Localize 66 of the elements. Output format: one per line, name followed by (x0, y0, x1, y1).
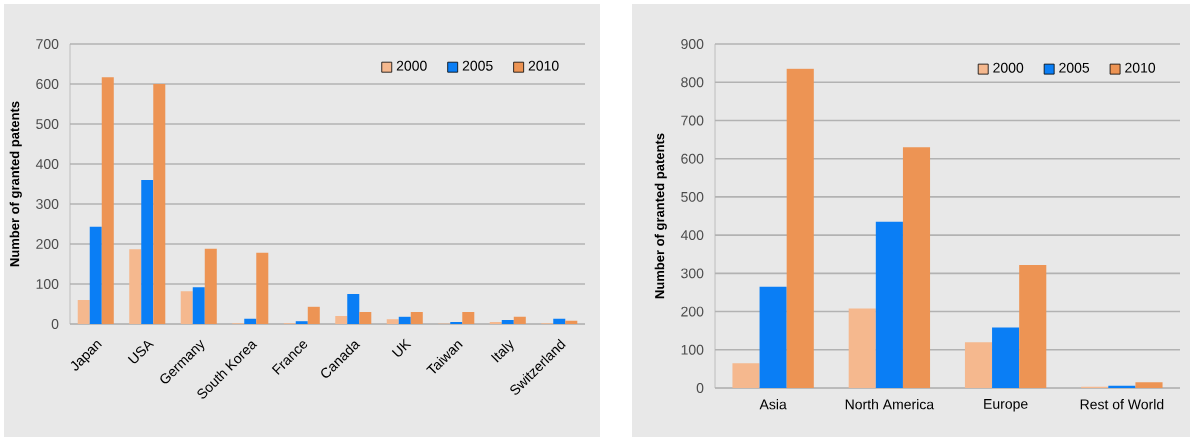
bar (964, 342, 993, 388)
bar (902, 147, 931, 388)
y-axis-title: Number of granted patents (654, 133, 667, 299)
y-tick-label: 300 (681, 268, 704, 279)
y-tick-label: 300 (36, 199, 59, 209)
bar (1019, 264, 1047, 388)
x-tick-label: Europe (984, 399, 1028, 412)
x-tick-label: Rest of World (1080, 399, 1164, 410)
bar (398, 316, 411, 324)
bar (410, 312, 423, 324)
bar (129, 249, 142, 324)
bar (359, 312, 372, 324)
y-tick-label: 800 (681, 77, 704, 88)
y-tick-label: 100 (681, 344, 704, 355)
bar (101, 77, 114, 324)
y-tick-label: 500 (681, 191, 704, 202)
bar (347, 294, 360, 324)
bar (141, 180, 154, 324)
y-tick-label: 500 (36, 119, 59, 129)
bar (732, 363, 760, 388)
y-tick-label: 900 (681, 39, 704, 49)
bar (1135, 382, 1163, 388)
y-axis-title: Number of granted patents (9, 101, 22, 267)
legend-label: 2005 (1059, 62, 1090, 73)
bar (256, 252, 269, 324)
y-tick-label: 0 (51, 319, 59, 329)
x-tick-label: UK (391, 338, 412, 357)
y-tick-label: 100 (36, 279, 59, 289)
y-tick-label: 700 (36, 39, 59, 49)
bar (180, 291, 193, 324)
bar (553, 318, 566, 324)
bar (204, 248, 217, 324)
bar (386, 319, 399, 324)
bar (992, 327, 1020, 388)
x-tick-label: USA (127, 340, 155, 364)
bar (244, 318, 257, 324)
bar (192, 287, 205, 324)
y-tick-label: 600 (36, 79, 59, 89)
bar (307, 306, 320, 324)
legend-label: 2010 (1125, 62, 1156, 73)
y-tick-label: 0 (696, 383, 704, 393)
bar (89, 226, 102, 324)
x-tick-label: Asia (759, 399, 787, 410)
y-tick-label: 400 (680, 230, 704, 241)
bar (759, 286, 787, 388)
bar (786, 68, 814, 388)
y-tick-label: 700 (681, 115, 704, 126)
y-tick-label: 400 (35, 159, 59, 169)
legend-label: 2000 (993, 62, 1024, 73)
legend-label: 2005 (462, 60, 493, 71)
legend-label: 2000 (396, 60, 427, 71)
bar (295, 321, 308, 324)
bar (513, 316, 526, 324)
bar (153, 84, 166, 324)
x-tick-label: North America (845, 399, 935, 410)
y-tick-label: 200 (36, 239, 59, 249)
bar (848, 308, 876, 388)
bar (77, 300, 90, 324)
y-tick-label: 200 (681, 306, 704, 317)
bar (565, 320, 578, 324)
bar (462, 312, 475, 324)
y-tick-label: 600 (681, 153, 704, 164)
bar (501, 320, 514, 324)
bar (875, 221, 903, 388)
legend-label: 2010 (528, 60, 559, 71)
bar (335, 316, 348, 324)
